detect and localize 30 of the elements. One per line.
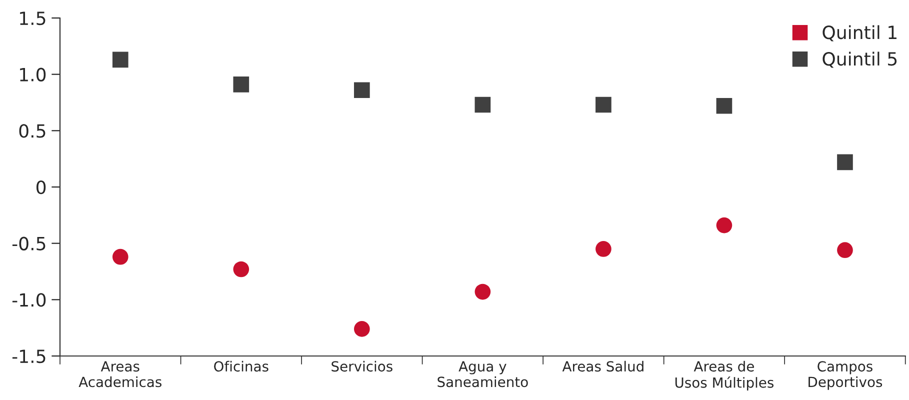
y-tick-label: 1.0	[20, 68, 46, 82]
x-tick-label: Campos Deportivos	[808, 361, 882, 390]
x-tick-label: Agua y Saneamiento	[438, 361, 528, 388]
point	[596, 96, 612, 113]
point	[233, 261, 250, 278]
x-tick-label: Areas Salud	[562, 360, 644, 372]
point	[837, 154, 853, 170]
point	[112, 52, 128, 68]
point	[716, 217, 732, 234]
point	[112, 248, 128, 265]
x-tick-label: Servicios	[332, 360, 392, 372]
x-tick-label: Oficinas	[214, 360, 268, 372]
y-tick-label: 0.5	[19, 124, 46, 138]
legend-label: Quintil 1	[822, 25, 896, 42]
x-tick-label: Areas Academicas	[78, 361, 162, 388]
y-tick-label: -1.5	[12, 350, 46, 364]
y-tick-label: -0.5	[12, 236, 46, 250]
y-tick-label: 0	[36, 180, 46, 194]
point	[233, 76, 250, 92]
point	[596, 241, 612, 257]
legend-label: Quintil 5	[822, 52, 897, 68]
point	[716, 98, 732, 114]
y-tick-label: 1.5	[20, 12, 46, 26]
y-tick-label: -1.0	[12, 293, 46, 307]
point	[354, 321, 370, 337]
point	[837, 242, 853, 258]
point	[474, 96, 491, 113]
point	[474, 284, 491, 300]
x-tick-label: Areas de Usos Múltiples	[675, 360, 774, 391]
point	[354, 82, 370, 98]
